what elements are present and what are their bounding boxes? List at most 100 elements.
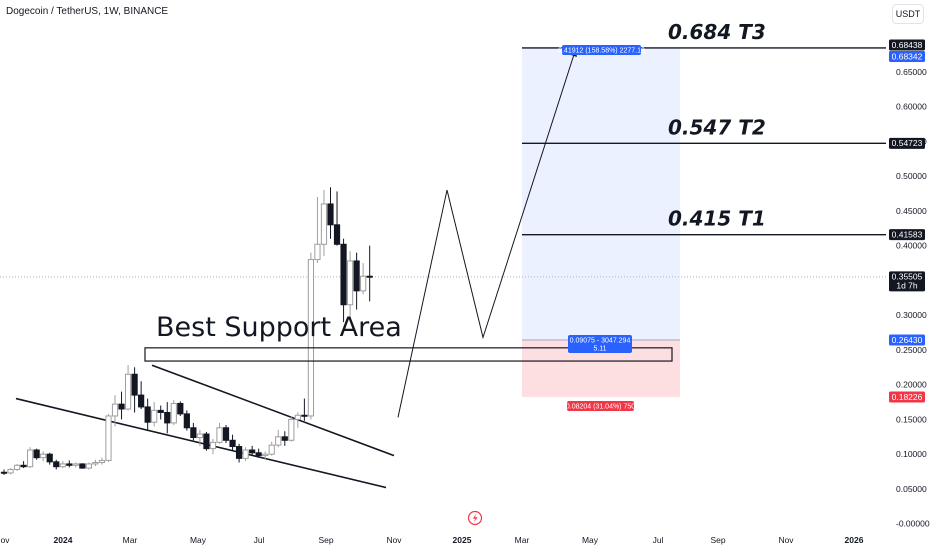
candle[interactable] [301, 398, 308, 421]
candle-body [262, 453, 269, 457]
price-badge: 0.68342 [889, 51, 925, 62]
candle[interactable] [138, 381, 145, 410]
candle[interactable] [66, 460, 73, 468]
candle[interactable] [255, 448, 262, 458]
candlestick-series[interactable] [0, 187, 373, 476]
candle[interactable] [157, 405, 164, 420]
candle[interactable] [203, 431, 210, 451]
candle[interactable] [164, 402, 171, 434]
candle[interactable] [85, 462, 92, 470]
candle-body [346, 260, 354, 306]
projection-path[interactable] [397, 48, 577, 418]
candle[interactable] [59, 461, 66, 469]
candle-body [40, 453, 47, 459]
candle-body [229, 439, 236, 448]
candle-body [59, 463, 66, 468]
currency-button[interactable]: USDT [892, 4, 924, 24]
candle[interactable] [0, 469, 8, 476]
candle[interactable] [183, 410, 190, 431]
candle[interactable] [7, 468, 14, 475]
candle[interactable] [196, 429, 204, 446]
candle[interactable] [268, 441, 275, 456]
candle[interactable] [170, 399, 177, 425]
candle[interactable] [177, 401, 184, 416]
candle-body [307, 259, 315, 417]
candle[interactable] [53, 459, 60, 470]
candle[interactable] [366, 245, 373, 302]
candle-body [111, 403, 119, 417]
price-axis[interactable]: 0.650000.600000.550000.500000.450000.400… [896, 67, 930, 529]
candle[interactable] [294, 412, 301, 428]
candle-body [79, 463, 86, 469]
price-badge: 0.41583 [889, 229, 925, 241]
long-position-profit-zone[interactable] [522, 48, 680, 340]
candle[interactable] [281, 431, 288, 446]
candle-body [0, 471, 8, 474]
price-badge-countdown: 1d 7h [896, 281, 918, 291]
candle-body [177, 402, 184, 415]
candle[interactable] [124, 365, 132, 411]
price-axis-tick: 0.30000 [896, 310, 927, 320]
candle[interactable] [242, 447, 249, 462]
best-support-area-label[interactable]: Best Support Area [156, 312, 402, 343]
candle-body [98, 459, 106, 464]
target-info-box: 0.41912 (158.58%) 2277.18 [558, 45, 645, 55]
candle[interactable] [229, 434, 236, 451]
candle-body [353, 260, 360, 292]
candle[interactable] [33, 448, 40, 460]
candle-body [131, 373, 138, 396]
candle-body [340, 243, 347, 306]
wedge-upper-trendline[interactable] [151, 364, 395, 457]
candle[interactable] [40, 451, 47, 462]
candle[interactable] [249, 445, 256, 456]
candle[interactable] [79, 463, 86, 469]
candle[interactable] [190, 422, 197, 441]
candle[interactable] [216, 422, 223, 444]
candle[interactable] [98, 457, 106, 465]
candle[interactable] [307, 252, 315, 420]
candle[interactable] [275, 429, 282, 448]
candle[interactable] [340, 238, 347, 323]
candle[interactable] [144, 398, 151, 430]
candle[interactable] [353, 252, 360, 310]
candle-body [105, 415, 112, 461]
target-labels: 0.684 T3 0.547 T2 0.415 T1 [668, 20, 766, 231]
candle[interactable] [131, 367, 138, 413]
candle[interactable] [111, 395, 119, 427]
time-axis-tick: Nov [0, 535, 10, 545]
time-axis-tick: May [190, 535, 207, 545]
candle[interactable] [346, 251, 354, 317]
candle[interactable] [314, 197, 321, 264]
candle[interactable] [105, 413, 112, 462]
time-axis[interactable]: Nov 2024 Mar May Jul Sep Nov 2025 Mar May Jul Sep No… [0, 535, 864, 545]
candle[interactable] [235, 443, 243, 463]
candle[interactable] [72, 462, 79, 468]
candle[interactable] [118, 391, 125, 420]
candle-body [333, 224, 341, 245]
candle[interactable] [288, 415, 295, 442]
candle[interactable] [20, 461, 27, 469]
candle[interactable] [320, 190, 328, 257]
time-axis-tick: Nov [778, 535, 794, 545]
wedge-lower-trendline[interactable] [15, 397, 387, 489]
candle[interactable] [209, 438, 217, 455]
candle[interactable] [222, 424, 230, 444]
candle[interactable] [46, 452, 53, 465]
price-badge-value: 0.54723 [892, 138, 923, 148]
stop-info-text: 0.08204 (31.04%) 750 [566, 404, 635, 411]
price-badge-value: 0.18226 [892, 392, 923, 402]
best-support-area-rect[interactable] [144, 347, 673, 362]
candle[interactable] [92, 459, 99, 467]
candle-body [235, 446, 243, 459]
candle[interactable] [360, 263, 367, 295]
candle[interactable] [333, 191, 341, 246]
candle[interactable] [13, 463, 21, 471]
candle-body [144, 406, 151, 423]
candle[interactable] [27, 447, 34, 469]
candle[interactable] [151, 402, 158, 427]
time-axis-tick: Sep [710, 535, 725, 545]
candle[interactable] [327, 187, 334, 239]
candle[interactable] [262, 451, 269, 460]
